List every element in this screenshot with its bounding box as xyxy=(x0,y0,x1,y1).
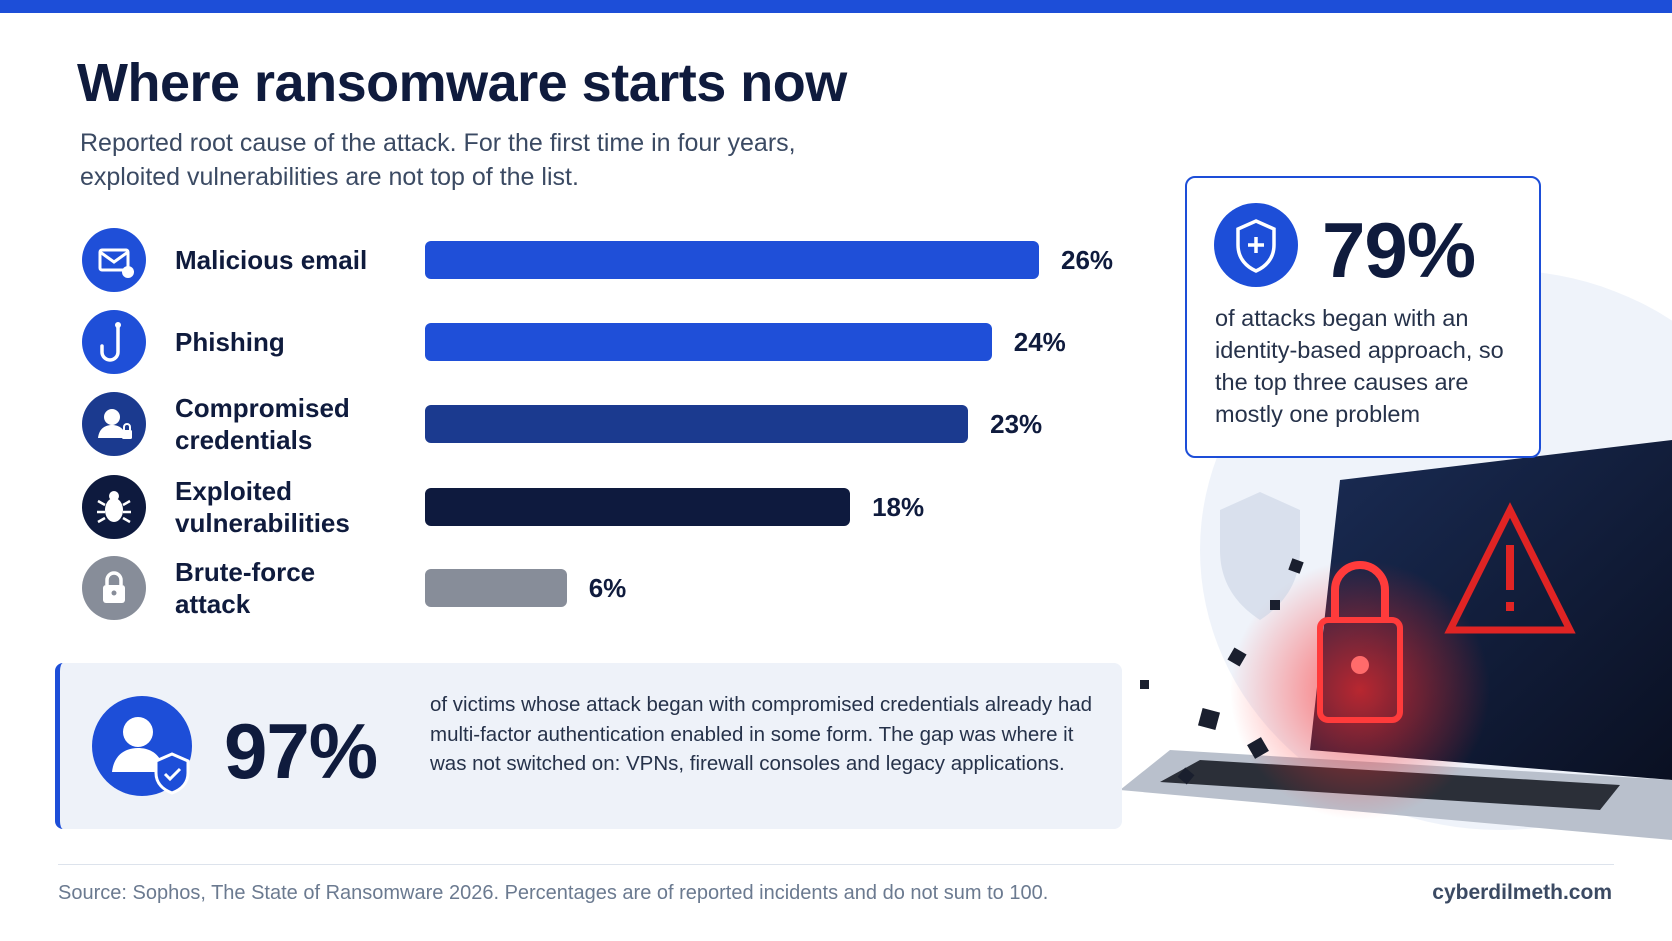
bar xyxy=(425,241,1039,279)
shield-icon xyxy=(1214,203,1298,287)
site-name: cyberdilmeth.com xyxy=(1432,881,1612,904)
callout-figure: 79% xyxy=(1322,206,1476,294)
value-label: 18% xyxy=(872,491,925,522)
row-icon-graphic xyxy=(82,310,146,374)
value-label: 6% xyxy=(588,572,627,603)
value-label: 26% xyxy=(1061,244,1114,275)
bar xyxy=(425,569,567,607)
category-label: Exploited vulnerabilities xyxy=(175,476,350,538)
category-label: Phishing xyxy=(175,327,285,357)
chart-subtitle: Reported root cause of the attack. For t… xyxy=(80,129,796,191)
callout-text: of victims whose attack began with compr… xyxy=(430,693,1093,775)
callout-text: of attacks began with an identity-based … xyxy=(1215,305,1504,427)
source-note: Source: Sophos, The State of Ransomware … xyxy=(58,882,1049,904)
bar xyxy=(425,488,851,526)
row-icon-graphic xyxy=(82,392,146,456)
row-icon-graphic xyxy=(82,556,146,620)
value-label: 23% xyxy=(990,408,1043,439)
category-label: Compromised credentials xyxy=(175,393,350,455)
bar xyxy=(425,323,992,361)
row-icon xyxy=(82,392,146,456)
row-icon xyxy=(82,475,146,539)
category-label: Malicious email xyxy=(175,245,368,275)
row-icon xyxy=(82,556,146,620)
row-icon xyxy=(82,310,146,374)
divider xyxy=(58,864,1614,865)
callout-figure: 97% xyxy=(224,707,378,795)
chart-title: Where ransomware starts now xyxy=(77,53,847,113)
user-icon xyxy=(92,696,192,796)
row-icon-graphic xyxy=(82,228,146,292)
callout-box xyxy=(55,663,1122,829)
row-icon xyxy=(82,228,146,292)
row-icon-graphic xyxy=(82,475,146,539)
value-label: 24% xyxy=(1013,326,1066,357)
top-bar xyxy=(0,0,1672,13)
bar xyxy=(425,405,969,443)
category-label: Brute-force attack xyxy=(175,557,316,619)
